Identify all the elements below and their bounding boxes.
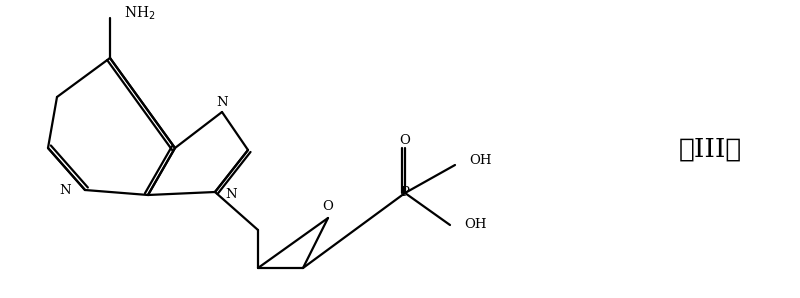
Text: OH: OH (469, 154, 491, 167)
Text: P: P (401, 187, 410, 199)
Text: N: N (59, 184, 71, 196)
Text: OH: OH (464, 218, 486, 232)
Text: N: N (216, 95, 228, 108)
Text: O: O (399, 134, 410, 147)
Text: （III）: （III） (678, 136, 742, 162)
Text: NH$_2$: NH$_2$ (124, 4, 155, 22)
Text: O: O (322, 199, 334, 212)
Text: N: N (225, 189, 237, 201)
